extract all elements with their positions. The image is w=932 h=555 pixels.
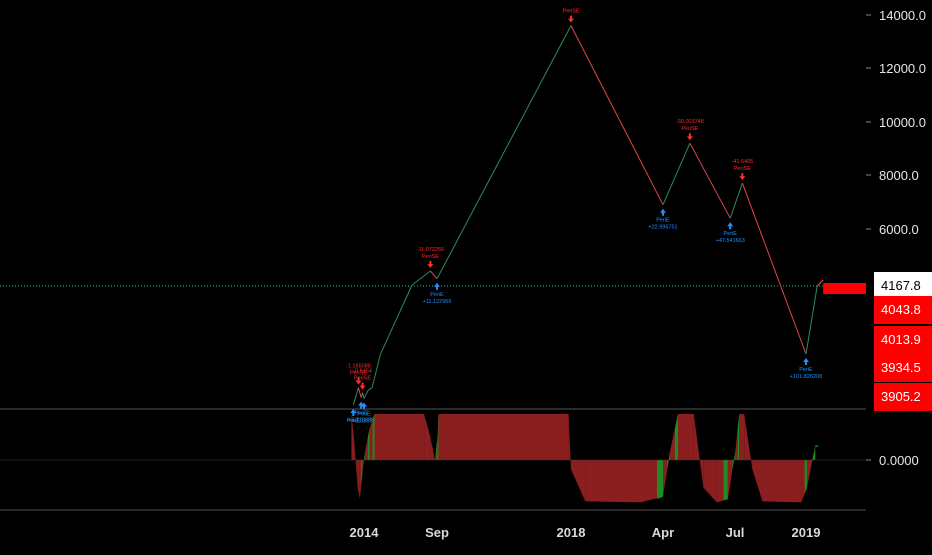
price-tag-label: 4043.8 bbox=[881, 302, 921, 317]
signal-label: -0.8454 bbox=[353, 369, 372, 375]
signal-label: PeriSE bbox=[734, 166, 751, 172]
time-tick-label: Jul bbox=[726, 525, 745, 540]
price-tag-label: 4013.9 bbox=[881, 332, 921, 347]
oscillator-area bbox=[762, 460, 801, 502]
signal-label: +47.541663 bbox=[716, 238, 745, 244]
signal-label: PeriE bbox=[724, 231, 738, 237]
oscillator-area bbox=[375, 414, 425, 460]
oscillator-value-label: 0.0000 bbox=[879, 453, 919, 468]
last-price-tag: 4167.8 bbox=[874, 272, 932, 298]
signal-label: PeriE bbox=[799, 367, 813, 373]
time-tick-label: 2018 bbox=[557, 525, 586, 540]
signal-label: PeriE bbox=[430, 292, 444, 298]
price-tick-label: 8000.0 bbox=[879, 168, 919, 183]
signal-label: -41.6405 bbox=[731, 159, 753, 165]
price-tag: 3934.5 bbox=[874, 354, 932, 382]
oscillator-rise-area bbox=[723, 460, 727, 500]
price-tag-label: 4167.8 bbox=[881, 278, 921, 293]
signal-label: PeriSE bbox=[354, 376, 371, 382]
time-tick-label: 2014 bbox=[350, 525, 380, 540]
signal-label: -30.003748 bbox=[676, 119, 704, 125]
time-tick-label: Apr bbox=[652, 525, 674, 540]
signal-label: PeriE bbox=[357, 412, 371, 418]
oscillator-area bbox=[678, 414, 694, 460]
oscillator-rise-area bbox=[657, 460, 663, 499]
price-tick-label: 12000.0 bbox=[879, 61, 926, 76]
price-tick-label: 10000.0 bbox=[879, 115, 926, 130]
price-tag-label: 3905.2 bbox=[881, 389, 921, 404]
oscillator-area bbox=[585, 460, 640, 502]
price-tick-label: 6000.0 bbox=[879, 222, 919, 237]
signal-label: PeriSE bbox=[562, 9, 579, 15]
price-tag: 3905.2 bbox=[874, 383, 932, 411]
oscillator-area bbox=[439, 414, 569, 460]
oscillator-rise-area bbox=[805, 460, 807, 493]
price-tag: 4043.8 bbox=[874, 296, 932, 324]
signal-label: +101.826208 bbox=[790, 374, 822, 380]
time-tick-label: 2019 bbox=[792, 525, 821, 540]
price-tag-label: 3934.5 bbox=[881, 360, 921, 375]
signal-label: -11.072266 bbox=[417, 247, 444, 253]
oscillator-area bbox=[739, 414, 744, 460]
signal-label: PeriSE bbox=[681, 126, 698, 132]
oscillator-rise-area bbox=[373, 414, 375, 460]
red-price-band bbox=[823, 283, 866, 294]
signal-label: PeriSE bbox=[422, 254, 439, 260]
time-tick-label: Sep bbox=[425, 525, 449, 540]
price-tick-label: 14000.0 bbox=[879, 8, 926, 23]
signal-label: PeriE bbox=[656, 218, 670, 224]
signal-label: +11.122966 bbox=[423, 299, 452, 305]
signal-label: +22.996751 bbox=[648, 225, 677, 231]
price-tag: 4013.9 bbox=[874, 326, 932, 354]
